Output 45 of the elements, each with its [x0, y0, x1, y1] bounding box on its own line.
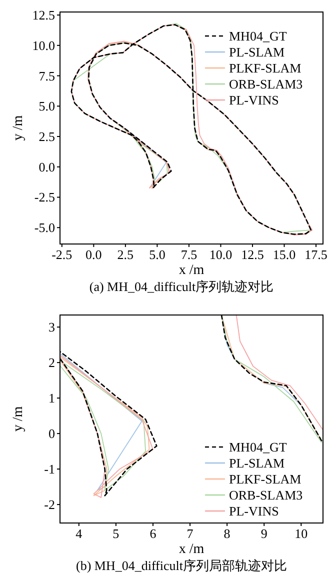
x-tick-label: 4 — [76, 526, 83, 541]
y-tick-label: 5.0 — [38, 98, 55, 114]
text: (a) MH_04_difficult序列轨迹对比 — [89, 279, 274, 294]
y-tick-label: 2 — [48, 355, 55, 370]
x-tick-label: 9 — [260, 526, 268, 541]
x-tick-label: 5.0 — [149, 247, 166, 262]
x-tick-label: 8 — [224, 526, 230, 541]
legend-label: PL-VINS — [229, 504, 279, 518]
x-tick-label: 10 — [294, 526, 308, 541]
legend-label: MH04_GT — [229, 28, 287, 44]
y-axis-title: y /m — [11, 406, 26, 432]
y-tick-label: 0.0 — [38, 159, 55, 174]
y-tick-label: -5.0 — [34, 220, 55, 236]
legend-label: PL-SLAM — [229, 44, 286, 60]
legend-label: PL-SLAM — [229, 456, 286, 470]
y-tick-label: 2.5 — [38, 129, 55, 144]
x-tick-label: 2.5 — [117, 247, 134, 262]
legend-label: PLKF-SLAM — [229, 60, 302, 76]
legend-label: MH04_GT — [229, 440, 287, 454]
x-tick-label: 12.5 — [241, 247, 264, 262]
legend-label: ORB-SLAM3 — [229, 488, 303, 502]
y-tick-label: -2.5 — [34, 190, 55, 205]
y-axis-title: y /m — [11, 115, 26, 141]
y-tick-label: 7.5 — [38, 68, 55, 84]
x-tick-label: 5 — [112, 526, 120, 541]
x-tick-label: 7.5 — [180, 247, 198, 262]
x-tick-label: 15.0 — [272, 247, 296, 262]
y-tick-label: 12.5 — [32, 8, 55, 23]
x-tick-label: 0.0 — [86, 247, 102, 262]
y-tick-label: 10.0 — [32, 38, 55, 53]
x-tick-label: 10.0 — [209, 247, 232, 262]
legend-label: PLKF-SLAM — [229, 472, 302, 486]
y-tick-label: 3 — [48, 320, 55, 335]
x-tick-label: 17.5 — [304, 247, 328, 262]
y-tick-label: 0 — [48, 426, 55, 442]
y-tick-label: 1 — [48, 390, 55, 406]
x-tick-label: 7 — [186, 526, 194, 541]
legend-label: PL-VINS — [229, 92, 279, 108]
x-axis-title: x /m — [178, 542, 204, 557]
text: (b) MH_04_difficult序列局部轨迹对比 — [76, 558, 287, 573]
y-tick-label: -1 — [44, 462, 55, 477]
x-axis-title: x /m — [178, 263, 204, 278]
legend-label: ORB-SLAM3 — [229, 76, 303, 92]
x-tick-label: 6 — [150, 526, 157, 541]
y-tick-label: -2 — [44, 497, 55, 512]
